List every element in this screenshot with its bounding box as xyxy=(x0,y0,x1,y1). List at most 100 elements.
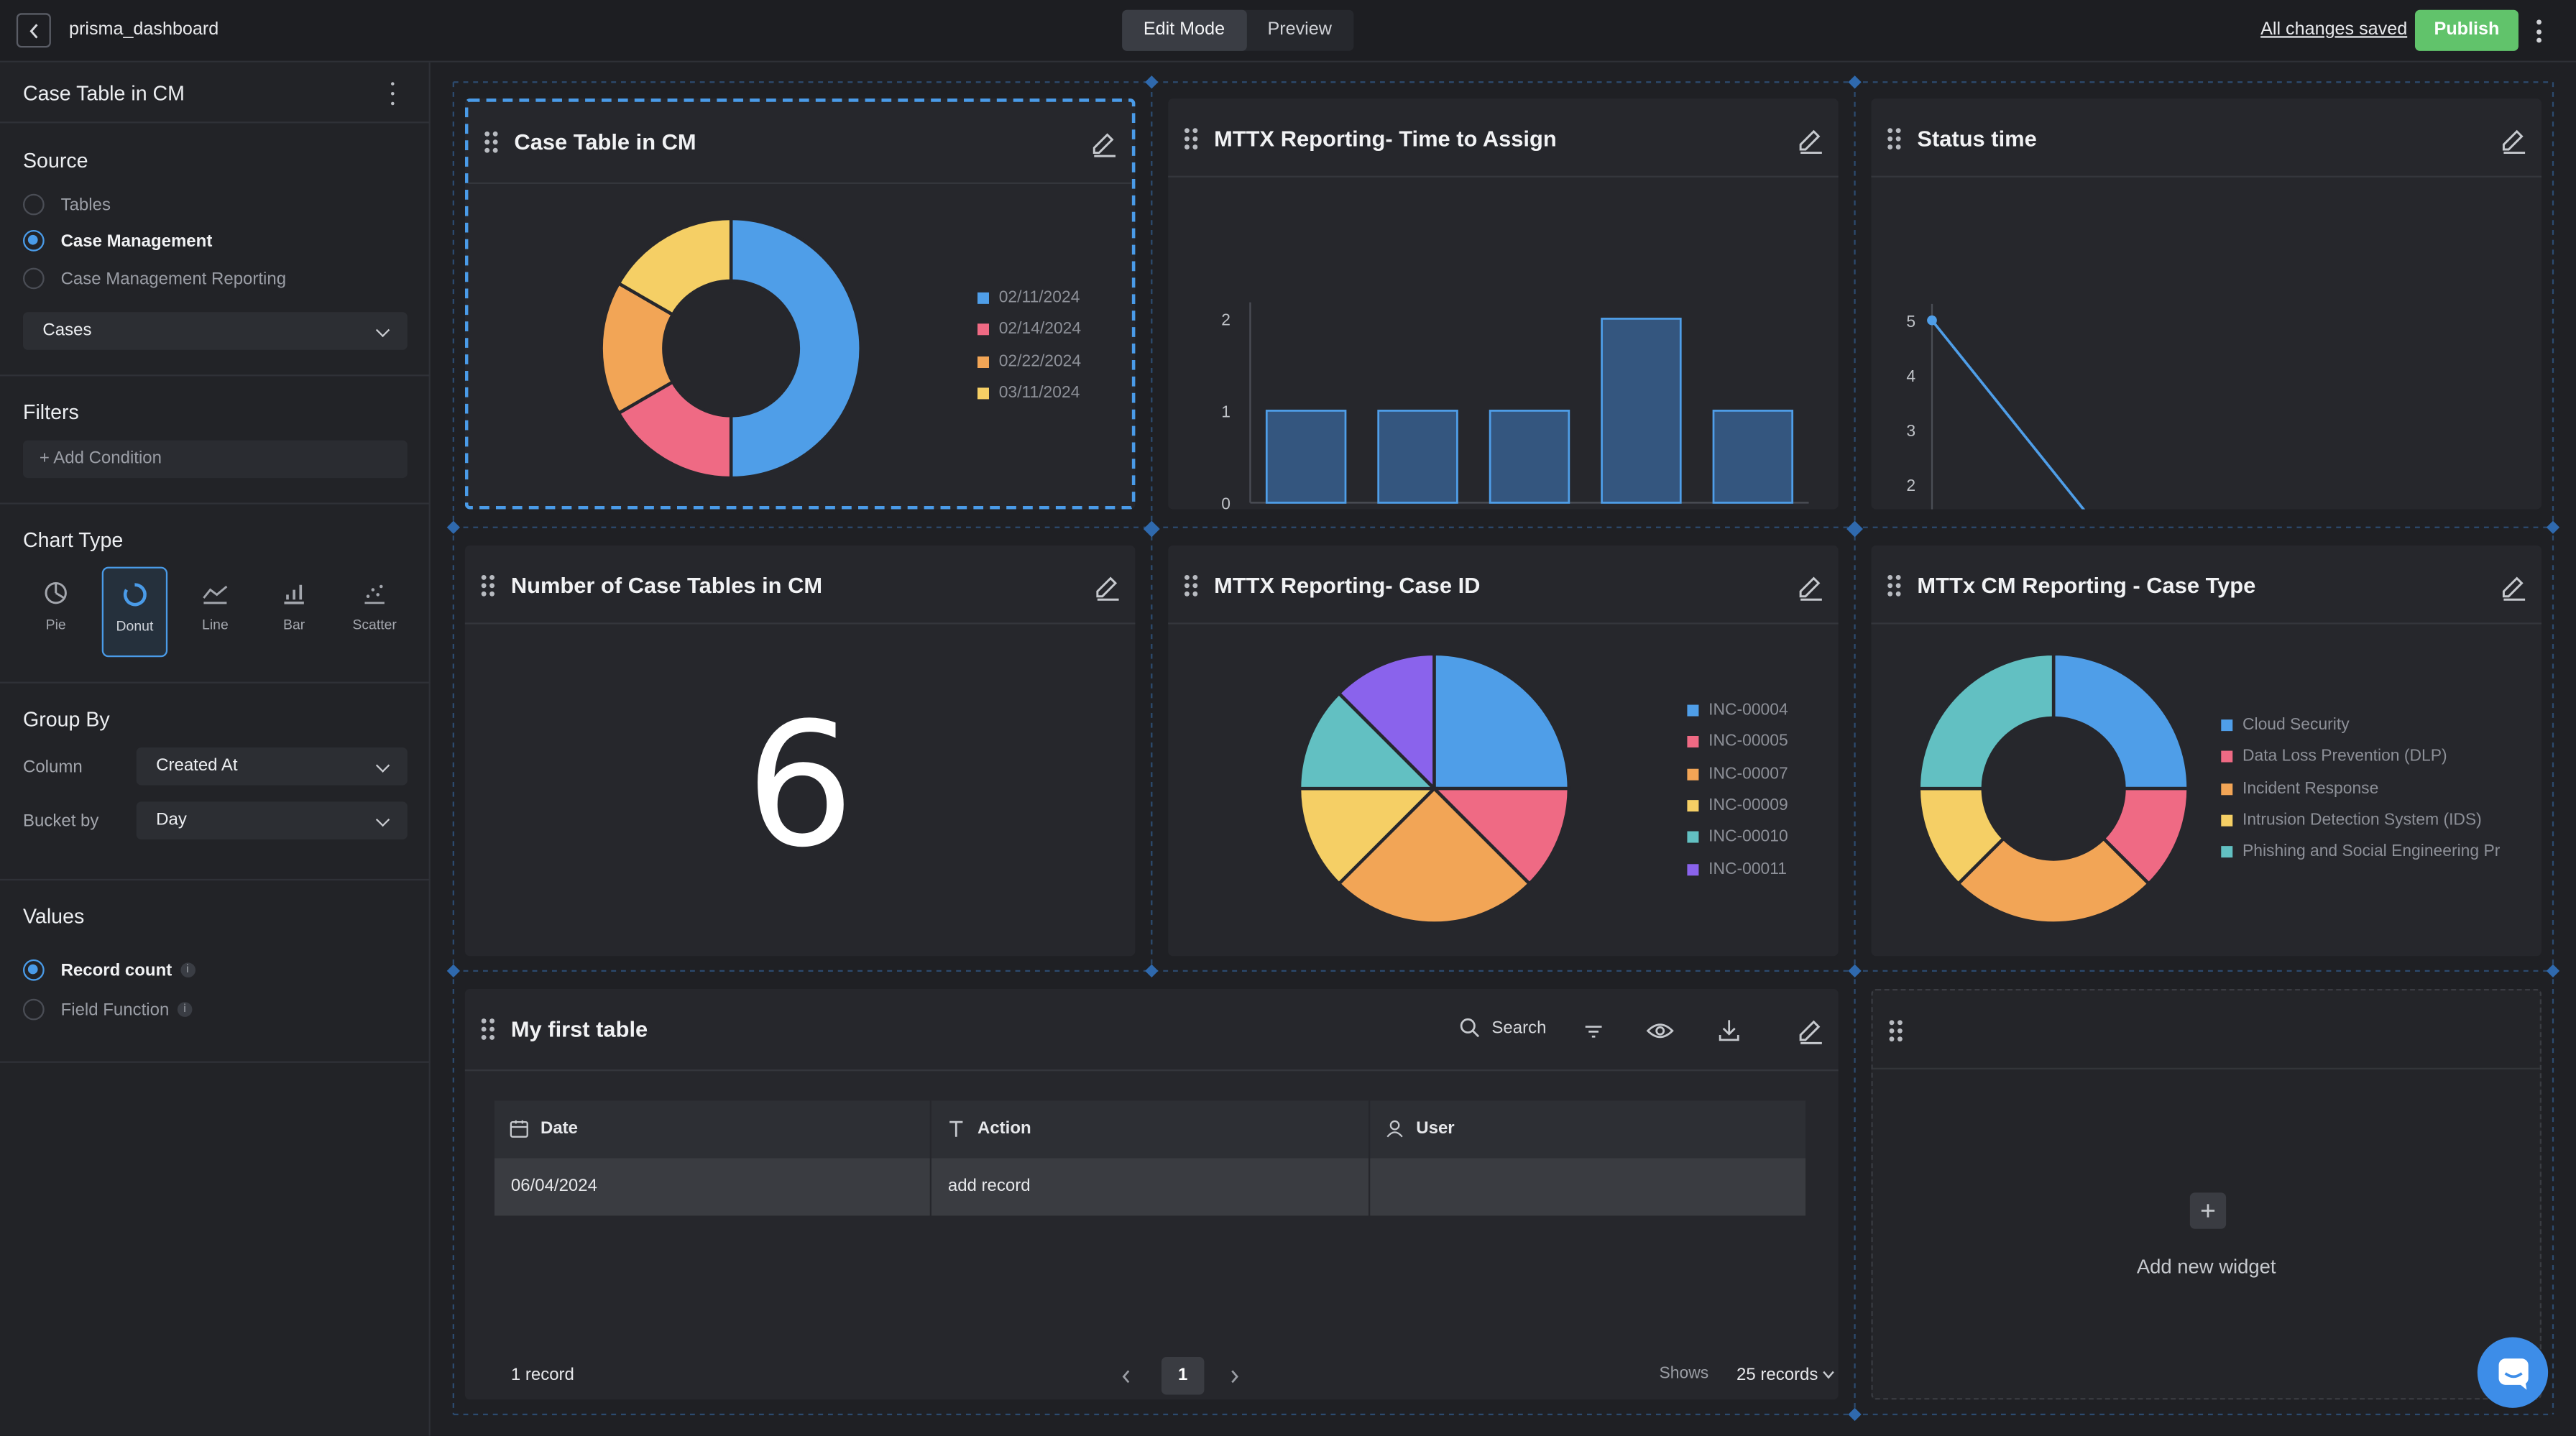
legend-item[interactable]: 02/14/2024 xyxy=(977,314,1081,346)
widget-case-table-donut[interactable]: Case Table in CM 02/11/2024 02/14/2024 02/… xyxy=(464,98,1136,510)
widget-case-id[interactable]: MTTX Reporting- Case ID INC-00004 INC-000… xyxy=(1168,545,1839,957)
download-icon[interactable] xyxy=(1717,1017,1742,1044)
values-option-record-count[interactable]: Record count i xyxy=(22,959,196,981)
drag-handle-icon[interactable] xyxy=(1889,1020,1903,1042)
source-option-tables[interactable]: Tables xyxy=(22,193,111,216)
edit-pencil-icon[interactable] xyxy=(1089,130,1118,160)
chat-support-button[interactable] xyxy=(2477,1337,2549,1408)
info-icon[interactable]: i xyxy=(177,1002,193,1017)
chart-type-pie[interactable]: Pie xyxy=(23,567,88,658)
drag-handle-icon[interactable] xyxy=(1184,574,1198,597)
edit-pencil-icon[interactable] xyxy=(2499,574,2529,603)
legend-item[interactable]: INC-00009 xyxy=(1687,790,1788,821)
legend-item[interactable]: INC-00004 xyxy=(1687,695,1788,727)
legend-item[interactable]: Phishing and Social Engineering Pr xyxy=(2221,837,2500,868)
pie-slice[interactable] xyxy=(616,216,733,317)
page-number[interactable]: 1 xyxy=(1161,1356,1205,1395)
dataset-select[interactable]: Cases xyxy=(22,312,408,350)
eye-icon[interactable] xyxy=(1646,1020,1674,1041)
legend-item[interactable]: 03/11/2024 xyxy=(977,377,1081,409)
table-cell[interactable]: 06/04/2024 xyxy=(494,1158,930,1216)
pie-slice[interactable] xyxy=(1917,652,2056,791)
chart-type-donut[interactable]: Donut xyxy=(101,566,168,658)
edit-pencil-icon[interactable] xyxy=(1092,574,1122,603)
chart-type-title: Chart Type xyxy=(22,528,124,552)
data-point[interactable] xyxy=(1927,315,1937,326)
drag-handle-icon[interactable] xyxy=(1887,574,1901,597)
legend-item[interactable]: Incident Response xyxy=(2221,773,2500,805)
column-select[interactable]: Created At xyxy=(136,747,408,786)
edit-pencil-icon[interactable] xyxy=(1795,574,1825,603)
drag-handle-icon[interactable] xyxy=(1184,128,1198,149)
drag-handle-icon[interactable] xyxy=(1887,128,1901,149)
widget-status-time[interactable]: Status time 123454d 23h 28m11d 3h 36m28d… xyxy=(1871,98,2542,510)
pie-slice[interactable] xyxy=(1432,652,1571,791)
add-condition-button[interactable]: + Add Condition xyxy=(22,440,408,479)
widget-case-type[interactable]: MTTx CM Reporting - Case Type Cloud Secu… xyxy=(1871,545,2542,957)
legend-item[interactable]: Cloud Security xyxy=(2221,709,2500,741)
back-button[interactable] xyxy=(16,13,51,48)
table-cell[interactable] xyxy=(1370,1158,1806,1216)
legend-label: INC-00010 xyxy=(1708,828,1788,847)
drag-handle-icon[interactable] xyxy=(481,574,494,597)
chevron-right-icon[interactable] xyxy=(1229,1368,1241,1385)
values-option-field-function[interactable]: Field Function i xyxy=(22,998,193,1021)
legend-item[interactable]: 02/22/2024 xyxy=(977,346,1081,377)
legend-item[interactable]: INC-00011 xyxy=(1687,853,1788,885)
pie-slice[interactable] xyxy=(1336,786,1532,925)
info-icon[interactable]: i xyxy=(180,962,196,977)
column-header-action[interactable]: Action xyxy=(931,1100,1368,1159)
legend-item[interactable]: INC-00010 xyxy=(1687,821,1788,853)
legend-item[interactable]: INC-00005 xyxy=(1687,727,1788,758)
bar[interactable] xyxy=(1265,410,1347,504)
chart-type-line[interactable]: Line xyxy=(183,567,248,658)
source-option-cm-reporting[interactable]: Case Management Reporting xyxy=(22,267,286,290)
add-widget-button[interactable] xyxy=(2189,1192,2227,1229)
pie-slice[interactable] xyxy=(729,216,862,480)
pie-slice[interactable] xyxy=(1297,786,1438,886)
pie-slice[interactable] xyxy=(1956,836,2151,925)
bar[interactable] xyxy=(1712,410,1794,504)
edit-pencil-icon[interactable] xyxy=(2499,126,2529,156)
page-size-select[interactable]: 25 records xyxy=(1736,1365,1834,1385)
publish-button[interactable]: Publish xyxy=(2414,9,2518,51)
bar[interactable] xyxy=(1489,410,1570,504)
filter-icon[interactable] xyxy=(1582,1022,1605,1041)
bar[interactable] xyxy=(1377,410,1458,504)
edit-mode-tab[interactable]: Edit Mode xyxy=(1122,9,1246,51)
column-header-date[interactable]: Date xyxy=(494,1100,930,1159)
pie-slice[interactable] xyxy=(1336,652,1436,793)
column-header-user[interactable]: User xyxy=(1370,1100,1806,1159)
bucket-select[interactable]: Day xyxy=(136,801,408,839)
add-widget-slot[interactable]: Add new widget xyxy=(1871,988,2542,1400)
drag-handle-icon[interactable] xyxy=(481,1018,494,1040)
widget-title: Status time xyxy=(1917,126,2037,152)
chart-type-bar[interactable]: Bar xyxy=(261,567,326,658)
preview-tab[interactable]: Preview xyxy=(1267,19,1332,40)
widget-time-to-assign[interactable]: MTTX Reporting- Time to Assign 0 1 2 1m 10s… xyxy=(1168,98,1839,510)
edit-pencil-icon[interactable] xyxy=(1795,126,1825,156)
table-cell[interactable]: add record xyxy=(931,1158,1368,1216)
drag-handle-icon[interactable] xyxy=(484,131,498,153)
save-status[interactable]: All changes saved xyxy=(2260,19,2408,40)
legend-label: INC-00007 xyxy=(1708,765,1788,783)
legend-item[interactable]: 02/11/2024 xyxy=(977,282,1081,314)
chevron-left-icon[interactable] xyxy=(1121,1368,1132,1385)
edit-pencil-icon[interactable] xyxy=(1795,1017,1825,1046)
more-options-icon[interactable] xyxy=(2531,17,2544,46)
pie-slice[interactable] xyxy=(1430,786,1571,886)
legend-item[interactable]: Intrusion Detection System (IDS) xyxy=(2221,805,2500,837)
bar[interactable] xyxy=(1601,318,1682,504)
chart-type-scatter[interactable]: Scatter xyxy=(341,567,407,658)
chart-type-label: Pie xyxy=(45,616,66,632)
legend-swatch xyxy=(2221,846,2233,858)
source-option-case-management[interactable]: Case Management xyxy=(22,229,212,252)
legend-item[interactable]: INC-00007 xyxy=(1687,758,1788,790)
widget-number-of-cases[interactable]: Number of Case Tables in CM 6 xyxy=(464,545,1136,957)
legend-item[interactable]: Data Loss Prevention (DLP) xyxy=(2221,742,2500,773)
pie-slice[interactable] xyxy=(2051,652,2190,791)
widget-my-first-table[interactable]: My first table Search Date Action User 0… xyxy=(464,988,1839,1400)
sidebar-more-icon[interactable] xyxy=(387,82,397,106)
pie-slice[interactable] xyxy=(1297,691,1438,791)
table-search[interactable]: Search xyxy=(1459,1017,1546,1039)
